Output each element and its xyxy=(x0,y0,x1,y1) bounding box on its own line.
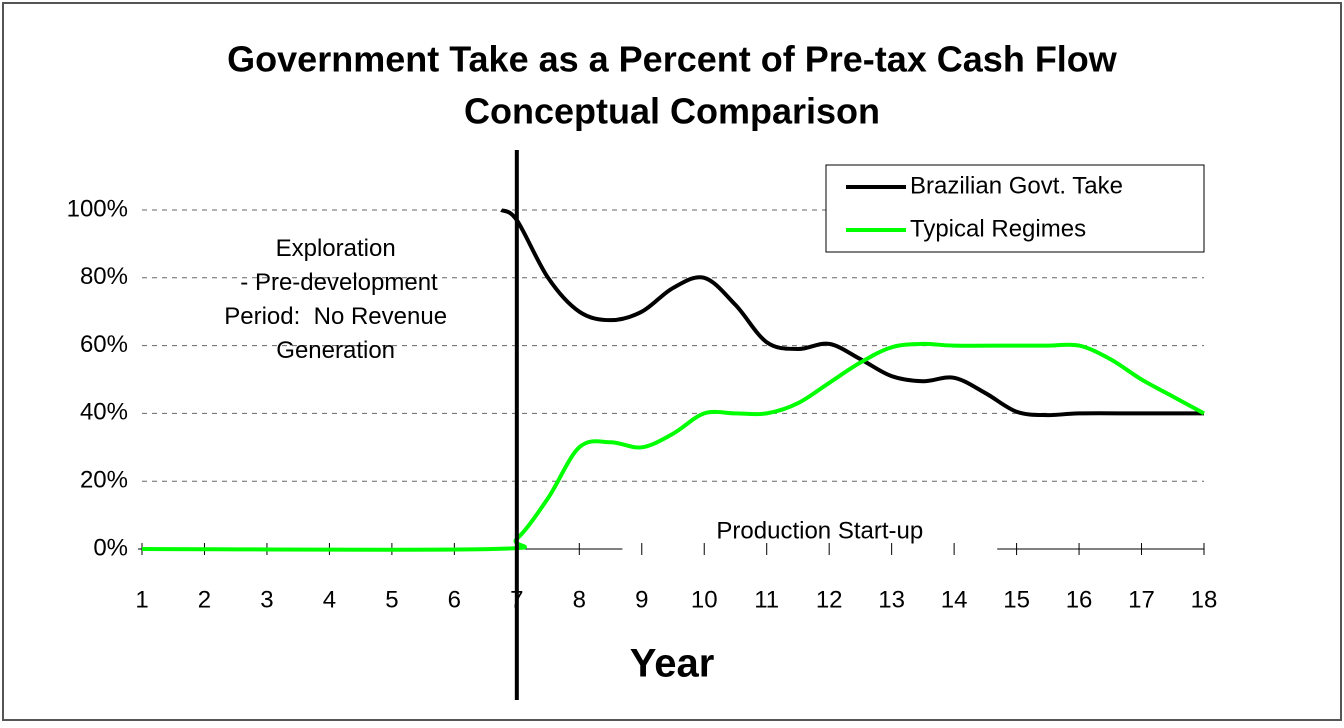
chart-subtitle: Conceptual Comparison xyxy=(464,91,880,132)
annotation: Production Start-up xyxy=(716,517,923,544)
x-tick-label: 9 xyxy=(635,586,648,613)
x-tick-label: 12 xyxy=(816,586,843,613)
x-tick-label: 14 xyxy=(941,586,968,613)
y-tick-label: 20% xyxy=(80,467,128,494)
legend-label: Typical Regimes xyxy=(910,215,1086,242)
legend-label: Brazilian Govt. Take xyxy=(910,172,1123,199)
x-tick-label: 8 xyxy=(573,586,586,613)
annotation: - Pre-development xyxy=(234,269,438,296)
y-tick-label: 80% xyxy=(80,263,128,290)
x-tick-label: 4 xyxy=(323,586,336,613)
x-tick-label: 10 xyxy=(691,586,718,613)
y-tick-label: 0% xyxy=(93,534,128,561)
x-tick-label: 17 xyxy=(1128,586,1155,613)
line-series xyxy=(500,208,1204,418)
x-tick-label: 15 xyxy=(1003,586,1030,613)
y-tick-label: 40% xyxy=(80,399,128,426)
x-tick-label: 2 xyxy=(198,586,211,613)
x-tick-label: 11 xyxy=(754,586,779,613)
x-tick-label: 5 xyxy=(385,586,398,613)
legend-box xyxy=(825,164,1205,253)
annotation: Period: No Revenue xyxy=(224,303,447,330)
x-tick-label: 18 xyxy=(1191,586,1218,613)
x-tick-label: 3 xyxy=(260,586,273,613)
x-tick-label: 1 xyxy=(135,586,148,613)
x-tick-label: 16 xyxy=(1066,586,1093,613)
x-tick-label: 13 xyxy=(878,586,905,613)
annotation: Generation xyxy=(276,337,395,364)
y-tick-label: 100% xyxy=(67,195,128,222)
y-tick-label: 60% xyxy=(80,331,128,358)
chart-title: Government Take as a Percent of Pre-tax … xyxy=(227,39,1118,80)
x-axis-label: Year xyxy=(630,642,715,686)
line-series xyxy=(141,341,1205,552)
annotation: Exploration xyxy=(276,235,396,262)
x-tick-label: 6 xyxy=(448,586,461,613)
